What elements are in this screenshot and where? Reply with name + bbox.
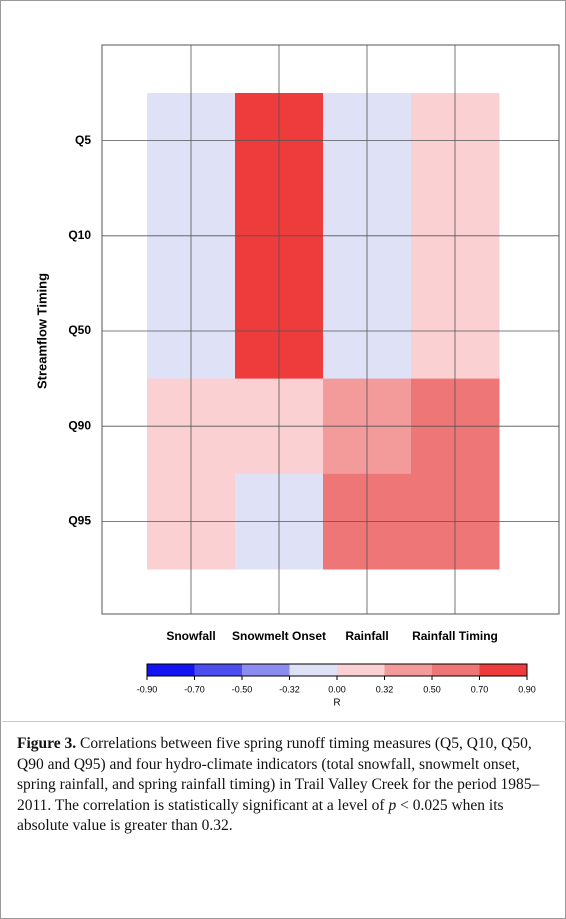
colorbar-tick-label: -0.50 xyxy=(232,684,253,694)
caption-label: Figure 3. xyxy=(17,735,77,752)
caption-text: Correlations between five spring runoff … xyxy=(17,735,540,814)
colorbar-tick-label: -0.70 xyxy=(184,684,205,694)
colorbar-tick-label: -0.90 xyxy=(137,684,158,694)
colorbar-tick-label: 0.32 xyxy=(376,684,394,694)
y-tick-label: Q5 xyxy=(75,133,91,147)
y-tick-label: Q95 xyxy=(68,514,91,528)
colorbar-bin xyxy=(289,664,338,676)
colorbar-bin xyxy=(337,664,385,676)
colorbar-bin xyxy=(242,664,290,676)
x-tick-label: Snowmelt Onset xyxy=(232,629,326,643)
y-tick-label: Q50 xyxy=(68,323,91,337)
y-tick-label: Q10 xyxy=(68,228,91,242)
y-axis-title: Streamflow Timing xyxy=(34,273,49,389)
y-tick-label: Q90 xyxy=(68,418,91,432)
colorbar-title: R xyxy=(333,698,340,709)
caption: Figure 3. Correlations between five spri… xyxy=(17,734,547,837)
colorbar-tick-label: 0.90 xyxy=(518,684,536,694)
colorbar-tick-label: 0.00 xyxy=(328,684,346,694)
colorbar-tick-label: 0.50 xyxy=(423,684,441,694)
caption-text: < 0.025 when its absolute value is great… xyxy=(17,796,504,835)
colorbar-tick-label: -0.32 xyxy=(279,684,300,694)
colorbar-bin xyxy=(384,664,433,676)
caption-italic: p xyxy=(388,796,397,814)
colorbar-bin xyxy=(194,664,243,676)
colorbar-tick-label: 0.70 xyxy=(471,684,489,694)
x-tick-label: Rainfall Timing xyxy=(412,629,498,643)
separator xyxy=(2,721,566,722)
chart: Streamflow Timing Snowfall Snowmelt Onset… xyxy=(34,44,560,709)
colorbar-bin xyxy=(479,664,528,676)
x-tick-label: Rainfall xyxy=(345,629,388,643)
colorbar-bin xyxy=(432,664,480,676)
plot-frame xyxy=(101,44,560,615)
x-tick-label: Snowfall xyxy=(166,629,215,643)
colorbar-bin xyxy=(147,664,195,676)
